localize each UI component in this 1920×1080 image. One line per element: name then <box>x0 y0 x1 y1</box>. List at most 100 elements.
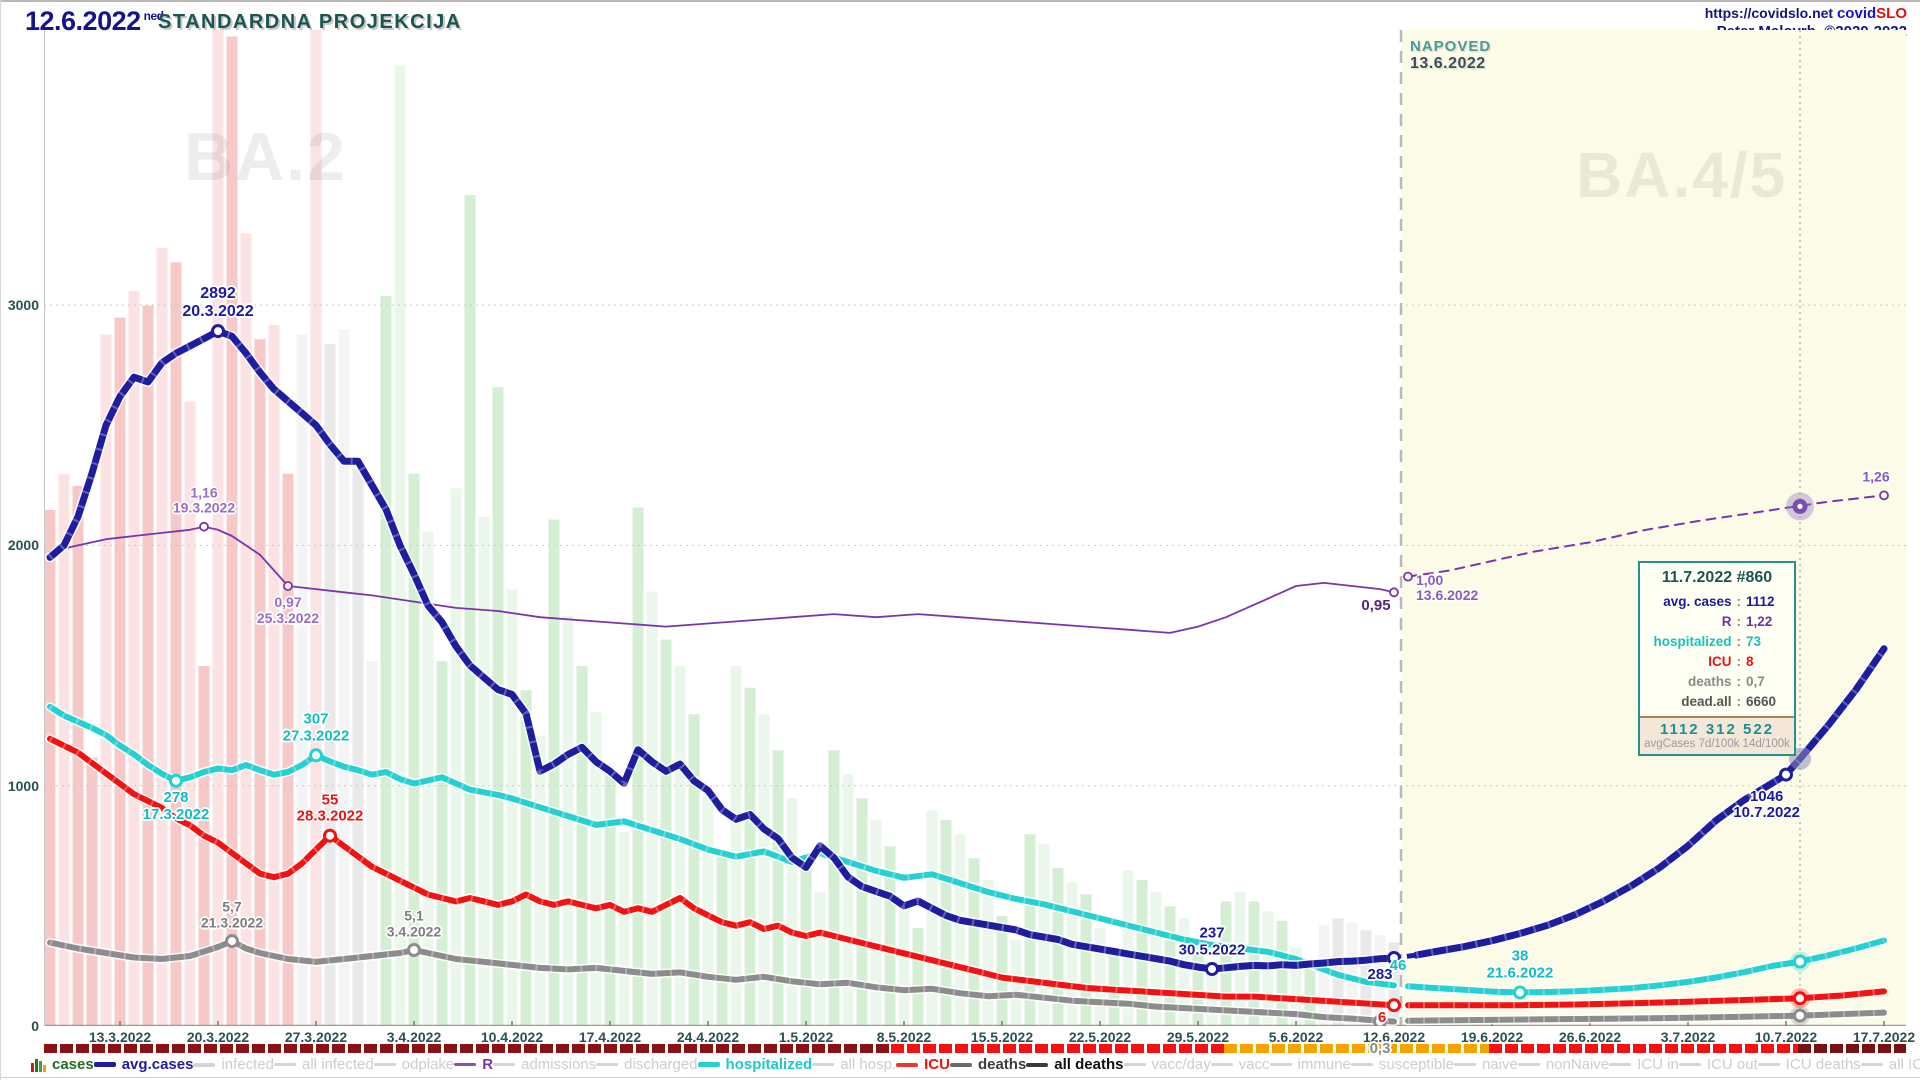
cases-bar[interactable] <box>841 773 855 1026</box>
site-link[interactable]: https://covidslo.net covidSLO <box>1705 5 1907 22</box>
cases-bar[interactable] <box>1177 917 1191 1026</box>
cases-bar[interactable] <box>869 818 883 1026</box>
legend-item-nonNaive[interactable]: nonNaive <box>1517 1056 1609 1073</box>
series-line-ICU[interactable] <box>47 735 1397 1009</box>
cases-bar[interactable] <box>589 710 603 1026</box>
data-point-marker[interactable] <box>1205 962 1219 976</box>
cases-bar[interactable] <box>239 232 253 1026</box>
cases-bar[interactable] <box>603 770 617 1026</box>
cases-bar[interactable] <box>113 316 127 1026</box>
legend-item-ICU-out[interactable]: ICU out <box>1678 1056 1758 1073</box>
cases-bar[interactable] <box>197 665 211 1027</box>
cases-bar[interactable] <box>351 468 365 1027</box>
data-point-marker[interactable] <box>225 934 239 949</box>
cases-bar[interactable] <box>309 30 323 1026</box>
cases-bar[interactable] <box>729 665 743 1027</box>
cases-bar[interactable] <box>127 290 141 1026</box>
legend-label: vacc <box>1238 1056 1270 1073</box>
series-forecast-deaths[interactable] <box>1405 1009 1887 1024</box>
legend-item-all-hosp-[interactable]: all hosp. <box>812 1056 896 1073</box>
cases-bar[interactable] <box>897 902 911 1026</box>
series-forecast-ICU[interactable] <box>1405 988 1887 1009</box>
cases-bar[interactable] <box>911 927 925 1027</box>
legend-item-discharged[interactable]: discharged <box>596 1056 698 1073</box>
legend-item-naive[interactable]: naive <box>1453 1056 1518 1073</box>
legend-item-immune[interactable]: immune <box>1269 1056 1351 1073</box>
legend-item-all-ICU[interactable]: all ICU <box>1860 1056 1920 1073</box>
cases-bar[interactable] <box>295 333 309 1026</box>
data-point-marker[interactable] <box>407 943 421 957</box>
legend-item-ICU-in[interactable]: ICU in <box>1609 1056 1679 1073</box>
cases-bar[interactable] <box>169 261 183 1026</box>
legend-item-all-infected[interactable]: all infected <box>274 1056 374 1073</box>
legend-item-deaths[interactable]: deaths <box>949 1056 1026 1073</box>
cases-bar[interactable] <box>267 323 281 1026</box>
data-point-marker[interactable] <box>1403 571 1413 582</box>
cases-bar[interactable] <box>491 386 505 1026</box>
cases-bar[interactable] <box>925 809 939 1026</box>
legend-item-avg-cases[interactable]: avg.cases <box>93 1056 193 1073</box>
cases-bar[interactable] <box>337 328 351 1026</box>
cases-bar[interactable] <box>365 660 379 1026</box>
cases-bar[interactable] <box>85 756 99 1026</box>
cases-bar[interactable] <box>645 590 659 1026</box>
series-line-avg.cases[interactable] <box>46 327 1398 973</box>
cases-bar[interactable] <box>799 854 813 1026</box>
cases-bar[interactable] <box>379 295 393 1027</box>
data-point-marker[interactable] <box>323 828 337 843</box>
data-point-marker[interactable] <box>1513 985 1527 1000</box>
legend-item-odplake[interactable]: odplake <box>373 1056 454 1073</box>
cases-bar[interactable] <box>477 516 491 1026</box>
cases-bar[interactable] <box>44 508 57 1026</box>
cases-bar[interactable] <box>617 830 631 1026</box>
data-point-marker[interactable] <box>199 521 209 532</box>
cases-bar[interactable] <box>1093 927 1107 1027</box>
legend-item-susceptible[interactable]: susceptible <box>1350 1056 1454 1073</box>
data-point-marker[interactable] <box>211 324 225 339</box>
cases-bar[interactable] <box>449 487 463 1026</box>
cases-bar[interactable] <box>323 343 337 1027</box>
cases-bar[interactable] <box>771 749 785 1026</box>
legend-item-vacc[interactable]: vacc <box>1210 1056 1270 1073</box>
data-point-marker[interactable] <box>1387 951 1401 965</box>
series-forecast-R[interactable] <box>1407 494 1885 578</box>
cases-bar[interactable] <box>141 304 155 1026</box>
series-line-hospitalized[interactable] <box>47 703 1397 989</box>
legend-item-infected[interactable]: infected <box>193 1056 274 1073</box>
cases-bar[interactable] <box>253 338 267 1026</box>
site-url[interactable]: https://covidslo.net <box>1704 5 1834 21</box>
legend-item-all-deaths[interactable]: all deaths <box>1026 1056 1124 1073</box>
series-line-deaths[interactable] <box>47 938 1397 1025</box>
cases-bar[interactable] <box>827 749 841 1026</box>
cases-bar[interactable] <box>981 878 995 1026</box>
data-point-marker[interactable] <box>309 748 323 763</box>
series-line-R[interactable] <box>49 525 1395 634</box>
legend-item-hospitalized[interactable]: hospitalized <box>697 1056 812 1073</box>
cases-bar[interactable] <box>435 660 449 1026</box>
legend-line-icon <box>1026 1062 1049 1067</box>
cases-bar[interactable] <box>547 518 561 1026</box>
data-point-marker[interactable] <box>1373 1014 1387 1026</box>
data-point-marker[interactable] <box>169 773 183 788</box>
cases-bar[interactable] <box>281 472 295 1026</box>
legend-item-R[interactable]: R <box>454 1056 493 1073</box>
cases-bar[interactable] <box>785 797 799 1026</box>
data-point-marker[interactable] <box>1879 490 1889 501</box>
data-point-marker[interactable] <box>1779 767 1793 782</box>
data-point-marker[interactable] <box>283 581 293 591</box>
legend-item-cases[interactable]: cases <box>31 1056 94 1073</box>
cases-bar[interactable] <box>533 734 547 1026</box>
legend-item-ICU[interactable]: ICU <box>896 1056 950 1073</box>
legend-item-admissions[interactable]: admissions <box>493 1056 596 1073</box>
legend-line-icon <box>274 1063 296 1066</box>
legend-item-ICU-deaths[interactable]: ICU deaths <box>1757 1056 1861 1073</box>
cases-bar[interactable] <box>715 854 729 1026</box>
data-point-marker[interactable] <box>1387 998 1401 1013</box>
cases-bar[interactable] <box>855 797 869 1026</box>
cases-bar[interactable] <box>183 400 197 1026</box>
cases-bar[interactable] <box>813 890 827 1026</box>
data-point-marker[interactable] <box>1389 587 1399 598</box>
cases-bar[interactable] <box>463 194 477 1026</box>
legend-item-vacc-day[interactable]: vacc/day <box>1123 1056 1211 1073</box>
cases-bar[interactable] <box>225 35 239 1026</box>
